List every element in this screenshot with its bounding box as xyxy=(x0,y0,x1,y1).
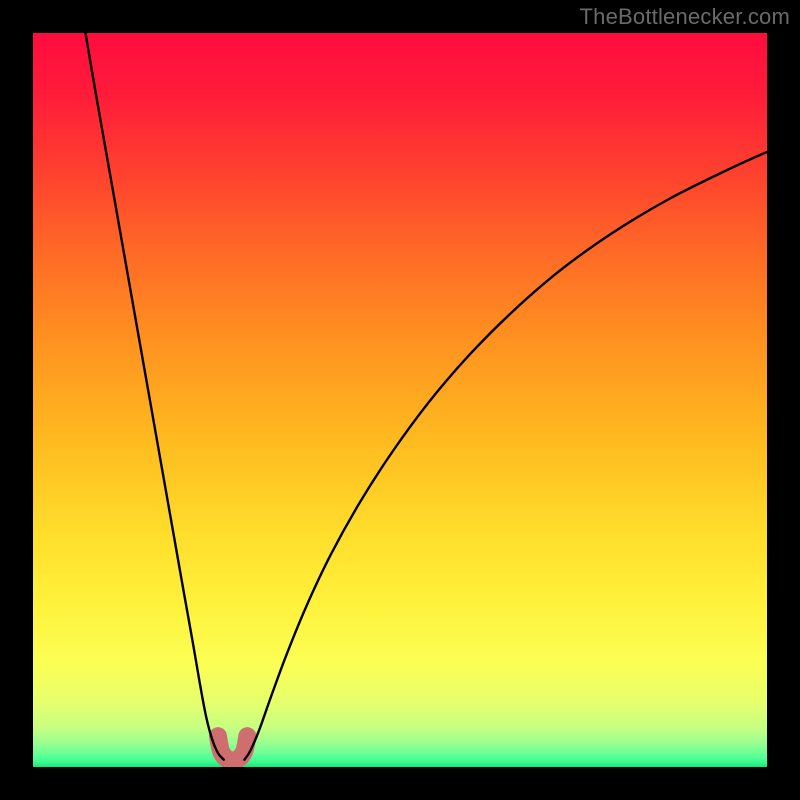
chart-container: TheBottlenecker.com xyxy=(0,0,800,800)
watermark-label: TheBottlenecker.com xyxy=(580,4,790,30)
curve-right-arm xyxy=(244,152,767,760)
plot-area xyxy=(33,33,767,767)
curves-layer xyxy=(33,33,767,767)
curve-left-arm xyxy=(85,33,223,760)
